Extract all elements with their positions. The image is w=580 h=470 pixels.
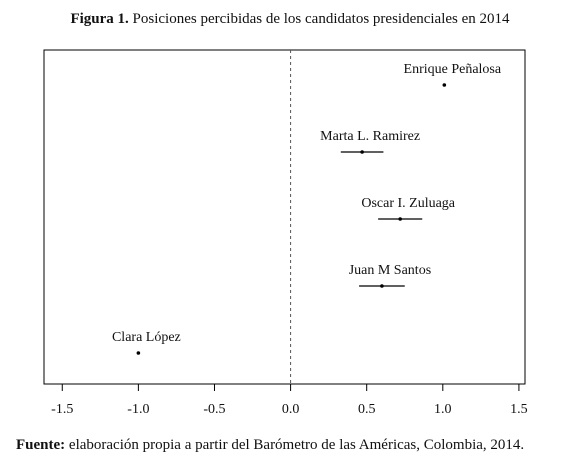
point [136,351,141,355]
source-label: Fuente: [16,437,65,453]
source-text: elaboración propia a partir del Barómetr… [69,437,524,453]
title-text: Posiciones percibidas de los candidatos … [133,11,510,27]
x-tick-label: -1.5 [51,402,73,417]
point [398,217,402,221]
point-label: Enrique Peñalosa [404,62,502,77]
x-tick-label: -0.5 [203,402,225,417]
point-label: Clara López [112,330,181,345]
title-label: Figura 1. [70,11,129,27]
point-label: Juan M Santos [349,263,431,278]
x-tick-label: 0.0 [282,402,300,417]
x-tick-label: 1.5 [510,402,528,417]
x-tick-label: 0.5 [358,402,376,417]
point-label: Oscar I. Zuluaga [361,196,455,211]
x-tick-label: 1.0 [434,402,452,417]
point-label: Marta L. Ramirez [320,129,420,144]
plot-frame [43,49,526,385]
source: Fuente: elaboración propia a partir del … [16,437,524,453]
point [360,150,364,154]
point [442,83,447,87]
x-tick-label: -1.0 [127,402,149,417]
point [380,284,384,288]
title: Figura 1. Posiciones percibidas de los c… [70,11,510,27]
